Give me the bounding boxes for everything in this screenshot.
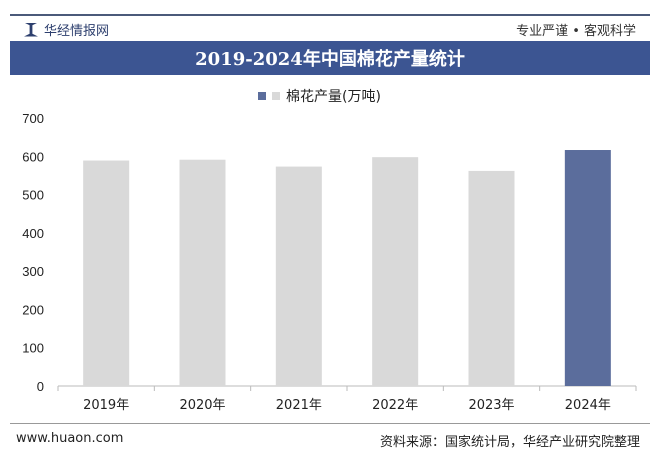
legend: 棉花产量(万吨) <box>258 86 381 106</box>
y-tick-label: 0 <box>37 379 44 394</box>
legend-label: 棉花产量(万吨) <box>286 89 381 105</box>
x-tick-label: 2022年 <box>372 398 418 413</box>
x-tick-label: 2023年 <box>468 398 514 413</box>
y-tick-label: 300 <box>22 264 44 279</box>
website: www.huaon.com <box>16 431 124 446</box>
legend-swatch-highlight <box>258 92 266 100</box>
bar <box>372 157 419 386</box>
x-tick-label: 2021年 <box>276 398 322 413</box>
legend-swatch <box>272 92 280 100</box>
x-tick-label: 2019年 <box>83 398 129 413</box>
top-divider <box>10 14 650 16</box>
x-tick-label: 2020年 <box>179 398 225 413</box>
bar <box>83 160 130 386</box>
brand-name: 华经情报网 <box>44 24 110 39</box>
bar <box>179 159 226 386</box>
x-tick-label: 2024年 <box>565 398 611 413</box>
bar <box>468 170 515 386</box>
bar <box>275 166 322 386</box>
y-tick-label: 100 <box>22 341 44 356</box>
footer-divider <box>10 423 650 424</box>
bar <box>564 150 611 386</box>
brand: 华经情报网 <box>24 20 109 39</box>
source-note: 资料来源：国家统计局，华经产业研究院整理 <box>379 435 640 450</box>
slogan: 专业严谨 • 客观科学 <box>516 24 636 39</box>
chart-title: 2019-2024年中国棉花产量统计 <box>10 41 650 75</box>
y-tick-label: 700 <box>22 111 44 126</box>
y-tick-label: 200 <box>22 302 44 317</box>
y-tick-label: 500 <box>22 188 44 203</box>
y-tick-label: 400 <box>22 226 44 241</box>
y-tick-label: 600 <box>22 149 44 164</box>
